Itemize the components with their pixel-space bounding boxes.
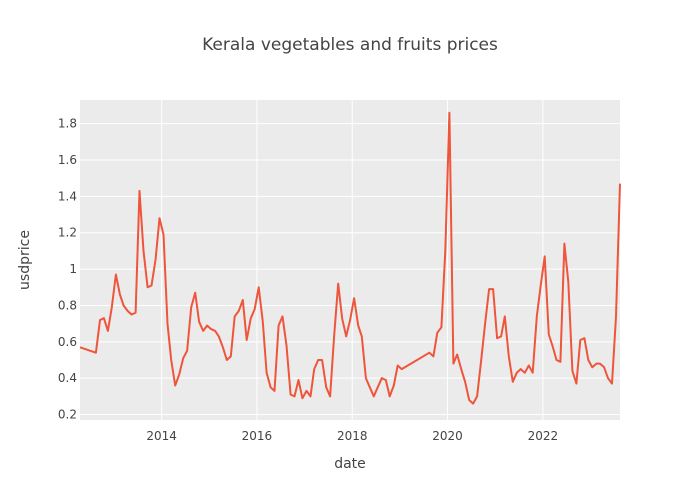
y-axis-title: usdprice [17,230,33,290]
chart-title: Kerala vegetables and fruits prices [202,35,498,55]
x-tick-label: 2020 [432,429,463,443]
y-tick-label: 0.8 [58,298,77,312]
plot-area [80,100,620,420]
y-tick-label: 1.2 [58,226,77,240]
x-tick-label: 2022 [528,429,559,443]
x-tick-label: 2014 [146,429,177,443]
y-tick-label: 1.8 [58,117,77,131]
x-tick-label: 2016 [242,429,273,443]
series-layer [79,111,621,405]
x-axis-title: date [334,456,366,472]
x-axis-ticks: 2014 2016 2018 2020 2022 [146,429,558,443]
y-tick-label: 0.2 [58,408,77,422]
y-tick-label: 0.4 [58,371,77,385]
series-line [79,111,621,405]
y-tick-label: 1 [69,262,77,276]
y-tick-label: 0.6 [58,335,77,349]
y-tick-label: 1.6 [58,153,77,167]
y-axis-ticks: 0.2 0.4 0.6 0.8 1 1.2 1.4 1.6 1.8 [58,117,77,422]
y-tick-label: 1.4 [58,189,77,203]
x-tick-label: 2018 [337,429,368,443]
